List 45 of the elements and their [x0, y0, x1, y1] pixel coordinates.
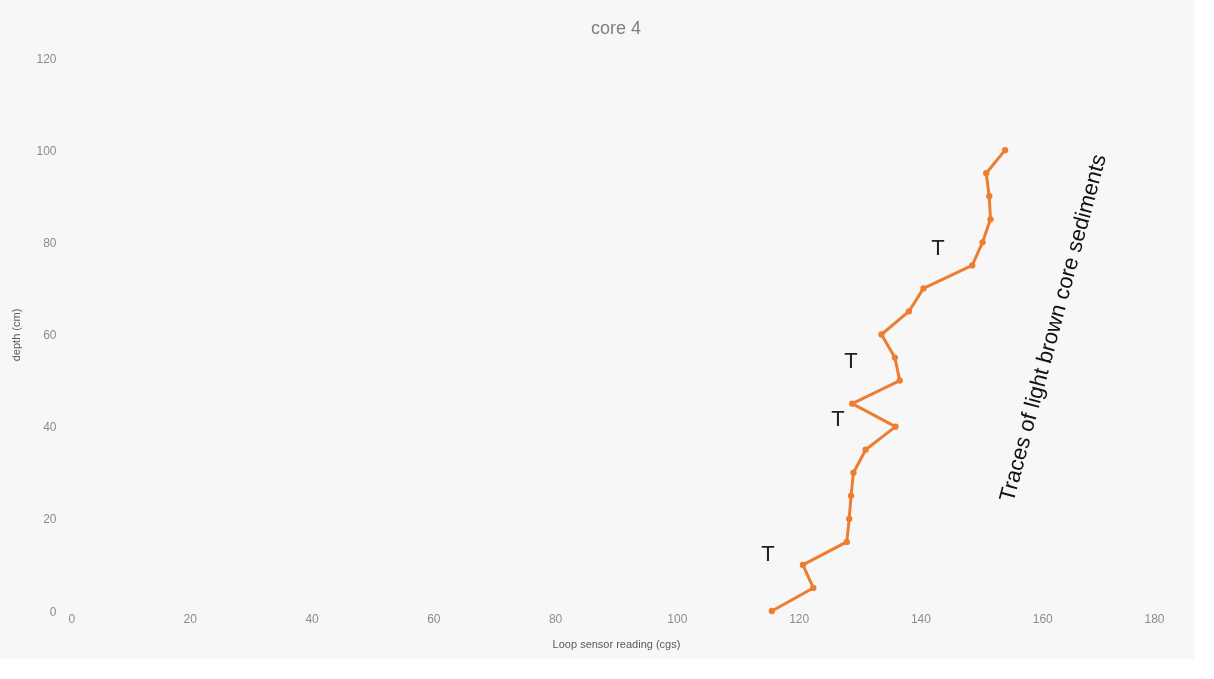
x-tick-label: 40 [305, 611, 320, 626]
x-tick-label: 0 [68, 611, 76, 626]
y-tick-label: 20 [43, 512, 57, 527]
point [847, 492, 855, 499]
y-tick-label: 80 [43, 235, 57, 250]
y-tick-label: 100 [36, 143, 57, 158]
y-axis-title: depth (cm) [10, 308, 23, 362]
point [986, 193, 993, 200]
x-tick-label: 100 [667, 611, 688, 626]
point [920, 285, 927, 292]
y-tick-label: 60 [43, 328, 57, 342]
point [768, 607, 776, 615]
point [878, 331, 885, 338]
x-tick-label: 140 [910, 611, 932, 626]
point [905, 308, 913, 315]
point [849, 400, 856, 407]
x-tick-label: 180 [1144, 611, 1165, 626]
point [896, 377, 903, 384]
point [987, 216, 994, 223]
point [862, 446, 869, 453]
point [846, 515, 853, 522]
point [850, 469, 857, 476]
annotation: T [831, 406, 845, 431]
x-axis-title: Loop sensor reading (cgs) [552, 637, 681, 650]
annotation: Traces of light brown core sediments [994, 151, 1112, 505]
point [799, 561, 807, 569]
x-tick-label: 20 [183, 611, 198, 626]
annotation: T [844, 348, 858, 373]
point [983, 170, 990, 177]
x-tick-label: 80 [548, 611, 563, 626]
point [1001, 147, 1009, 154]
annotation: T [761, 541, 775, 566]
x-tick-label: 160 [1032, 611, 1054, 626]
point [892, 423, 899, 430]
point [969, 262, 976, 269]
point [843, 538, 850, 546]
y-tick-label: 40 [43, 420, 57, 435]
annotation: T [931, 235, 945, 260]
point [891, 354, 899, 361]
point [810, 584, 817, 592]
x-tick-label: 60 [427, 611, 441, 626]
chart-title: core 4 [590, 18, 642, 38]
y-tick-label: 120 [36, 51, 57, 66]
point [979, 239, 986, 246]
x-tick-label: 120 [789, 611, 810, 626]
